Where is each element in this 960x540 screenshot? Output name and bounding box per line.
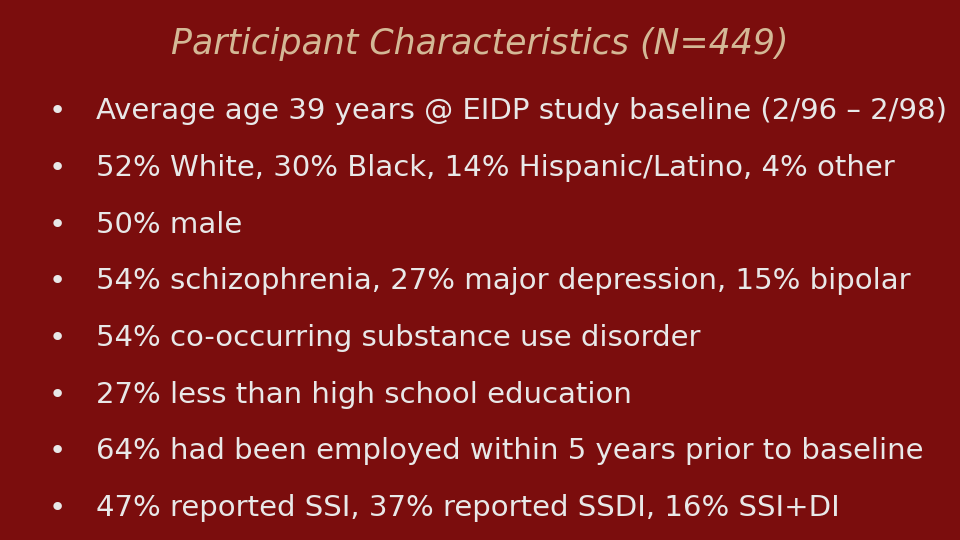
Text: Average age 39 years @ EIDP study baseline (2/96 – 2/98): Average age 39 years @ EIDP study baseli… — [96, 97, 947, 125]
Text: 64% had been employed within 5 years prior to baseline: 64% had been employed within 5 years pri… — [96, 437, 924, 465]
Text: •: • — [49, 437, 66, 465]
Text: •: • — [49, 211, 66, 239]
Text: •: • — [49, 267, 66, 295]
Text: 52% White, 30% Black, 14% Hispanic/Latino, 4% other: 52% White, 30% Black, 14% Hispanic/Latin… — [96, 154, 895, 182]
Text: •: • — [49, 154, 66, 182]
Text: 47% reported SSI, 37% reported SSDI, 16% SSI+DI: 47% reported SSI, 37% reported SSDI, 16%… — [96, 494, 840, 522]
Text: •: • — [49, 324, 66, 352]
Text: 54% schizophrenia, 27% major depression, 15% bipolar: 54% schizophrenia, 27% major depression,… — [96, 267, 911, 295]
Text: 54% co-occurring substance use disorder: 54% co-occurring substance use disorder — [96, 324, 701, 352]
Text: •: • — [49, 97, 66, 125]
Text: 27% less than high school education: 27% less than high school education — [96, 381, 632, 409]
Text: •: • — [49, 494, 66, 522]
Text: •: • — [49, 381, 66, 409]
Text: 50% male: 50% male — [96, 211, 242, 239]
Text: Participant Characteristics (N=449): Participant Characteristics (N=449) — [171, 27, 789, 61]
